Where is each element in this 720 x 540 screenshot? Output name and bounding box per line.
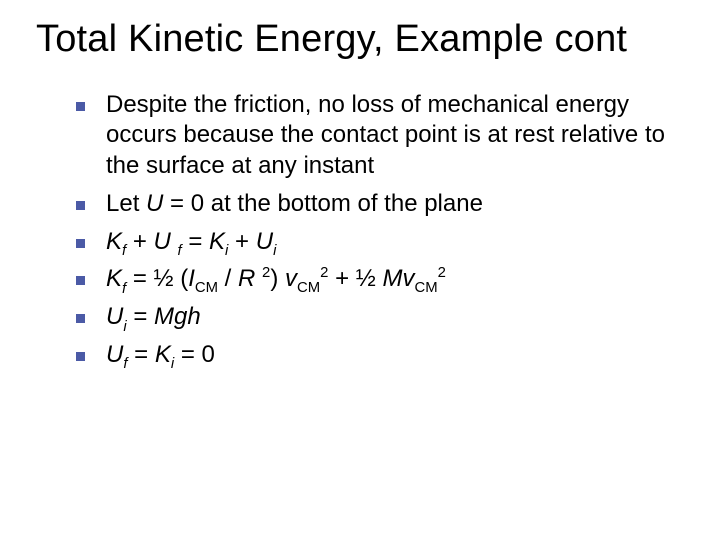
sub-i: i xyxy=(123,319,126,335)
var-u: U xyxy=(154,228,171,255)
var-v: v xyxy=(285,265,297,292)
var-i: I xyxy=(188,265,195,292)
sub-cm: CM xyxy=(414,280,437,296)
sub-cm: CM xyxy=(195,280,218,296)
sub-f: f xyxy=(123,356,127,372)
list-item: Let U = 0 at the bottom of the plane xyxy=(72,189,684,220)
bullet-text: Let xyxy=(106,190,146,217)
plus-half: + ½ xyxy=(328,265,382,292)
bullet-text: = 0 at the bottom of the plane xyxy=(163,190,483,217)
sub-f: f xyxy=(122,243,126,259)
op-eq: = xyxy=(126,265,153,292)
slide-title: Total Kinetic Energy, Example cont xyxy=(36,18,684,62)
var-g: g xyxy=(174,303,187,330)
var-u: U xyxy=(146,190,163,217)
var-v: v xyxy=(402,265,414,292)
op-plus: + xyxy=(228,228,255,255)
var-k: K xyxy=(106,228,122,255)
slide-body: Despite the friction, no loss of mechani… xyxy=(36,90,684,371)
op-plus: + xyxy=(126,228,153,255)
sub-f: f xyxy=(178,243,182,259)
var-k: K xyxy=(106,265,122,292)
bullet-text: Despite the friction, no loss of mechani… xyxy=(106,91,665,179)
sp xyxy=(171,228,178,255)
sub-i: i xyxy=(171,356,174,372)
var-u: U xyxy=(256,228,273,255)
sub-f: f xyxy=(122,281,126,297)
list-item: Ui = Mgh xyxy=(72,302,684,333)
var-k: K xyxy=(209,228,225,255)
op-eq: = xyxy=(127,341,154,368)
var-k: K xyxy=(155,341,171,368)
sub-i: i xyxy=(273,243,276,259)
list-item: Despite the friction, no loss of mechani… xyxy=(72,90,684,182)
var-u: U xyxy=(106,341,123,368)
half-open: ½ ( xyxy=(154,265,189,292)
sub-cm: CM xyxy=(297,280,320,296)
op-eq: = xyxy=(182,228,209,255)
list-item: Kf + U f = Ki + Ui xyxy=(72,227,684,258)
op-div: / xyxy=(218,265,238,292)
var-h: h xyxy=(187,303,200,330)
eq-zero: = 0 xyxy=(174,341,215,368)
bullet-list: Despite the friction, no loss of mechani… xyxy=(72,90,684,371)
sup-2: 2 xyxy=(438,265,446,281)
var-m: M xyxy=(154,303,174,330)
list-item: Uf = Ki = 0 xyxy=(72,340,684,371)
var-u: U xyxy=(106,303,123,330)
list-item: Kf = ½ (ICM / R 2) vCM2 + ½ MvCM2 xyxy=(72,264,684,295)
op-eq: = xyxy=(127,303,154,330)
var-r: R xyxy=(238,265,255,292)
var-m: M xyxy=(382,265,402,292)
sub-i: i xyxy=(225,243,228,259)
close-paren: ) xyxy=(270,265,285,292)
